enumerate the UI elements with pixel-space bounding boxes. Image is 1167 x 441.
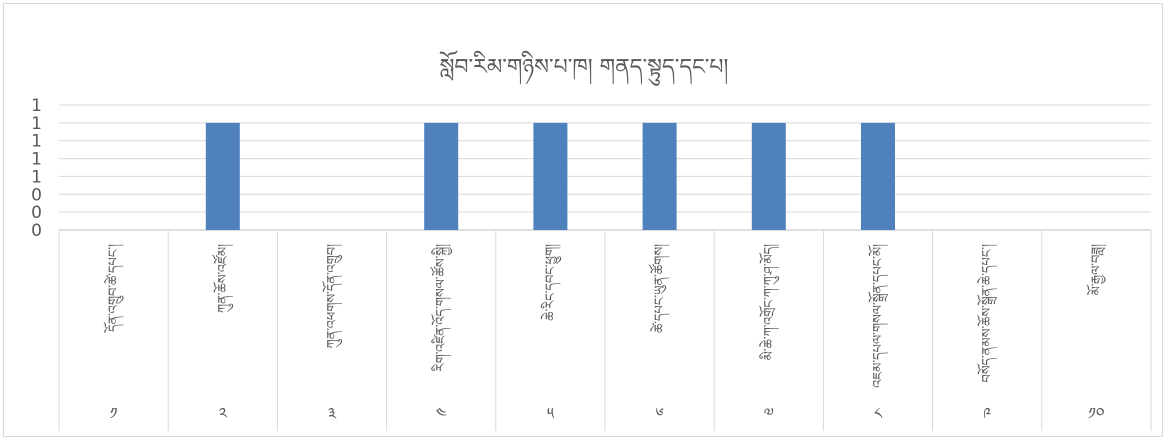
y-tick-label: 1	[31, 96, 42, 116]
x-category-label: ཚེ་དཔང་ཡུན་ཚོགས།	[648, 244, 671, 333]
y-tick-label: 0	[31, 203, 42, 223]
bar	[424, 122, 459, 230]
x-index-label: ༨	[874, 404, 883, 423]
bar	[861, 122, 895, 230]
x-index-label: ༥	[547, 404, 555, 423]
y-tick-label: 1	[31, 150, 42, 170]
x-index-label: ༦	[655, 404, 663, 423]
x-category-label: འཇམ་དཔལ་གསལ་སྒྲོན་དཔང་མོ།	[867, 244, 889, 388]
x-index-label: ༧	[764, 404, 774, 423]
bar	[751, 122, 786, 230]
y-tick-label: 1	[31, 132, 42, 152]
bar	[642, 122, 677, 230]
x-category-label: མོ་རྒྱལ་བཟླ།	[1085, 244, 1107, 296]
y-tick-label: 0	[31, 221, 42, 241]
x-index-label: ༤	[436, 404, 447, 423]
chart-title: སློབ་རིམ་གཉིས་པ་ཁ། གནད་སྟུད་དང་པ།	[439, 55, 729, 80]
x-category-label: བསོད་ནམས་ཆོས་སྒྲོན་ཆེ་དཔང་།	[976, 244, 998, 383]
y-tick-label: 0	[31, 185, 42, 205]
x-category-label: མི་ཆེ་ཀ་འགྲོང་ཀ་ཀུ་ཤ་མོད།	[758, 244, 780, 360]
y-tick-label: 1	[31, 114, 42, 134]
chart-plot: 00011111དོན་འགྲུབ་ཚེ་དཔང་།༡ཀུན་ཆོས་འཛོམ།…	[31, 96, 1152, 431]
x-category-label: དོན་འགྲུབ་ཚེ་དཔང་།	[103, 244, 125, 333]
x-index-label: ༡༠	[1088, 404, 1105, 423]
x-index-label: ༣	[328, 404, 337, 423]
x-category-label: ཆེ་རིང་དབང་ཕྱུག།	[540, 244, 561, 321]
bar	[533, 122, 568, 230]
x-category-label: ཀུན་ཆོས་འཛོམ།	[211, 244, 234, 313]
x-index-label: ༢	[219, 404, 228, 423]
x-index-label: ༩	[983, 404, 991, 423]
y-tick-label: 1	[31, 167, 42, 187]
x-category-label: ཀུན་འཕགས་དོན་འགྲུབ།	[321, 244, 343, 349]
bar	[205, 122, 240, 230]
x-index-label: ༡	[110, 404, 118, 423]
x-category-label: རིག་འཛིན་འོད་གསལ་ཚོས་སྐྱི།	[429, 244, 453, 372]
